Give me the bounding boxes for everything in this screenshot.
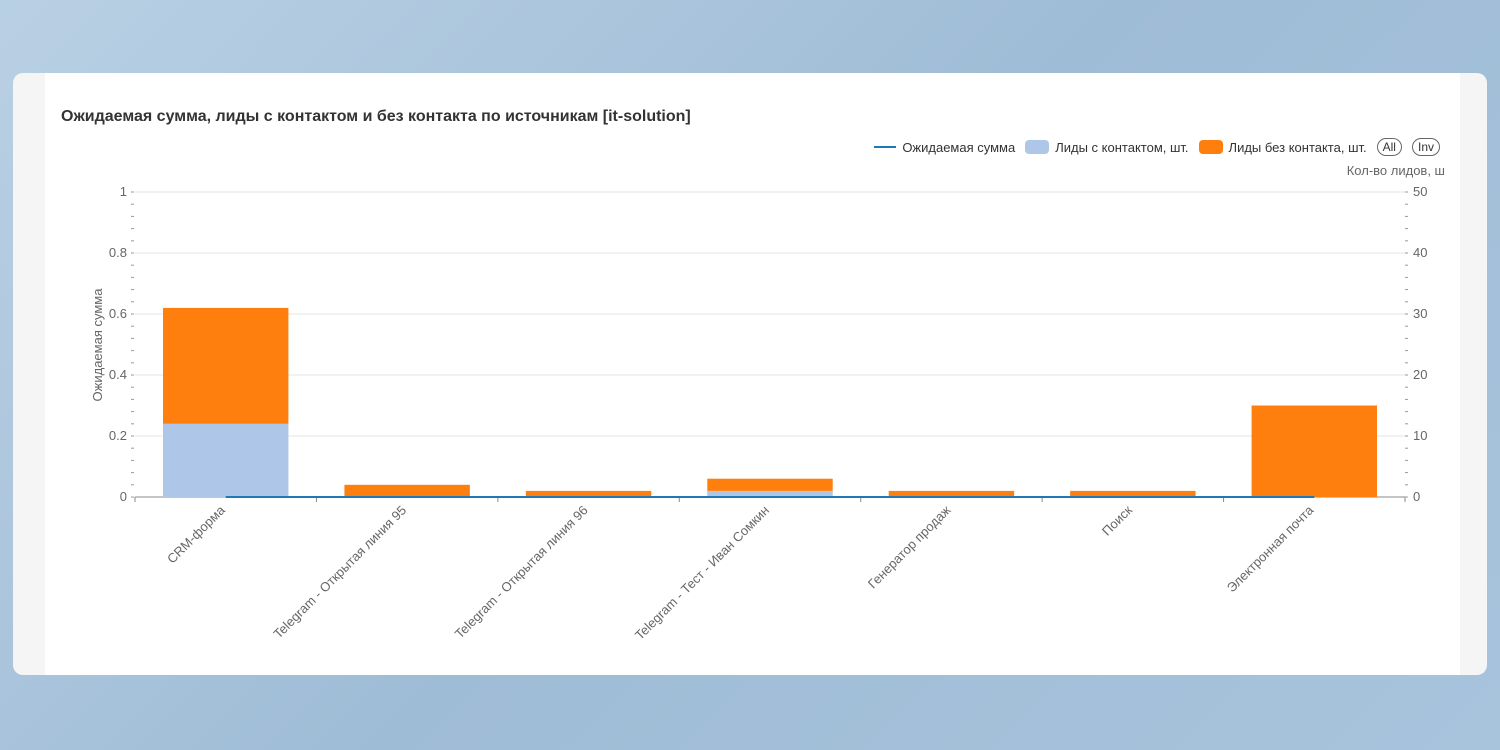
y-right-tick-label: 40 <box>1413 245 1427 260</box>
y-left-tick-label: 0 <box>120 489 127 504</box>
legend-invert-button[interactable]: Inv <box>1411 138 1440 156</box>
bar-without-contact <box>525 490 652 497</box>
legend-all-button[interactable]: All <box>1376 138 1402 156</box>
x-tick-label: Telegram - Открытая линия 96 <box>452 503 591 642</box>
x-tick-label: Поиск <box>1099 502 1135 538</box>
bar-without-contact <box>888 490 1015 497</box>
y-right-tick-label: 50 <box>1413 184 1427 199</box>
x-tick-label: Telegram - Открытая линия 95 <box>270 503 409 642</box>
y-right-axis-title: Кол-во лидов, ш <box>1347 163 1445 178</box>
y-left-tick-label: 0.8 <box>109 245 127 260</box>
bar-without-contact <box>707 478 833 491</box>
line-swatch <box>874 146 897 148</box>
bar-without-contact <box>344 484 470 497</box>
legend-label: Ожидаемая сумма <box>902 139 1016 155</box>
x-tick-label: Генератор продаж <box>865 502 954 591</box>
legend-label: Лиды с контактом, шт. <box>1055 139 1189 155</box>
y-right-tick-label: 20 <box>1413 367 1427 382</box>
x-tick-label: Telegram - Тест - Иван Сомкин <box>632 503 772 643</box>
y-left-tick-label: 1 <box>120 184 127 199</box>
y-left-axis-title: Ожидаемая сумма <box>90 288 105 402</box>
legend: Ожидаемая сумма Лиды с контактом, шт. Ли… <box>874 138 1440 156</box>
legend-item-without-contact[interactable]: Лиды без контакта, шт. <box>1198 139 1367 155</box>
y-right-tick-label: 0 <box>1413 489 1420 504</box>
bar-with-contact <box>707 490 833 497</box>
bar-without-contact <box>163 307 289 424</box>
legend-label: Лиды без контакта, шт. <box>1228 139 1367 155</box>
y-left-tick-label: 0.4 <box>109 367 127 382</box>
legend-item-with-contact[interactable]: Лиды с контактом, шт. <box>1025 139 1189 155</box>
y-left-tick-label: 0.6 <box>109 306 127 321</box>
bar-without-contact <box>1070 490 1196 497</box>
bar-swatch <box>1025 140 1050 154</box>
legend-item-expected-sum[interactable]: Ожидаемая сумма <box>874 140 1015 155</box>
bar-with-contact <box>163 423 289 497</box>
y-right-tick-label: 30 <box>1413 306 1427 321</box>
y-right-tick-label: 10 <box>1413 428 1427 443</box>
bar-swatch <box>1198 140 1223 154</box>
x-tick-label: Электронная почта <box>1224 502 1317 595</box>
y-left-tick-label: 0.2 <box>109 428 127 443</box>
chart-title: Ожидаемая сумма, лиды с контактом и без … <box>61 108 691 125</box>
chart-card <box>13 73 1487 675</box>
x-tick-label: CRM-форма <box>164 502 228 566</box>
bar-without-contact <box>1251 405 1377 497</box>
